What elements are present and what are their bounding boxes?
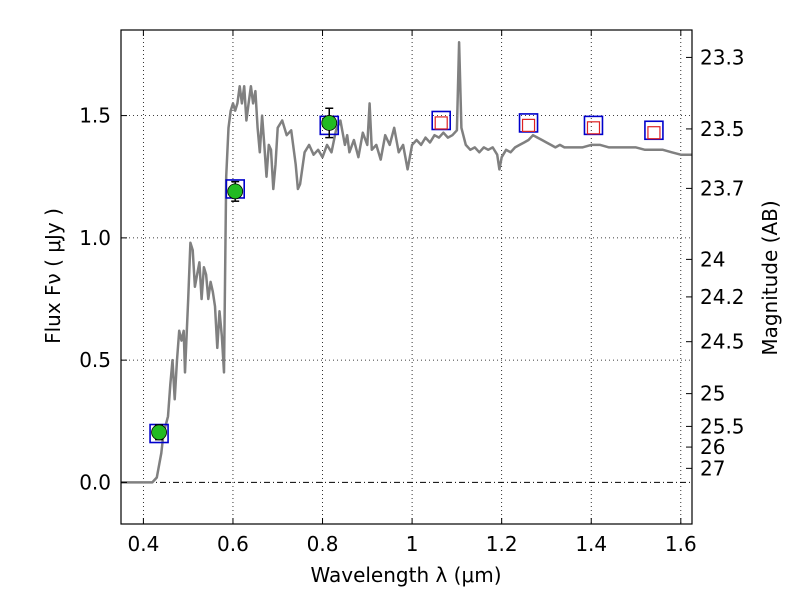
magnitude-tick-label: 24.2 bbox=[700, 285, 745, 309]
upper-limit-point bbox=[647, 126, 661, 140]
observed-photometry-point bbox=[151, 424, 167, 441]
y-tick-label: 0.0 bbox=[79, 470, 111, 494]
plot-frame bbox=[120, 29, 693, 525]
photometry-markers bbox=[149, 107, 664, 444]
x-tick-label: 1.4 bbox=[575, 532, 607, 556]
magnitude-tick-label: 23.3 bbox=[700, 45, 745, 69]
upper-limit-point bbox=[586, 121, 601, 135]
magnitude-tick-label: 25.5 bbox=[700, 414, 745, 438]
observed-photometry-point bbox=[227, 183, 244, 200]
magnitude-tick-label: 27 bbox=[700, 456, 725, 480]
x-axis-label: Wavelength λ (μm) bbox=[310, 563, 501, 587]
upper-limit-point bbox=[434, 116, 448, 130]
x-tick-label: 0.6 bbox=[217, 532, 249, 556]
tick-labels: 0.4 0.6 0.8 1 1.2 1.4 1.6 0.0 0.5 1.0 1.5 23.3 23.5 2… bbox=[79, 45, 744, 556]
observed-photometry-point bbox=[321, 115, 338, 131]
x-tick-label: 0.4 bbox=[127, 532, 159, 556]
magnitude-tick-label: 24.5 bbox=[700, 330, 745, 354]
axis-ticks bbox=[121, 30, 692, 524]
magnitude-tick-label: 24 bbox=[700, 247, 725, 271]
x-tick-label: 1.6 bbox=[665, 532, 697, 556]
x-tick-label: 0.8 bbox=[307, 532, 339, 556]
magnitude-tick-label: 26 bbox=[700, 435, 725, 459]
magnitude-tick-label: 23.7 bbox=[700, 176, 745, 200]
magnitude-tick-label: 25 bbox=[700, 382, 725, 406]
y-tick-label: 0.5 bbox=[79, 348, 111, 372]
right-axis-label: Magnitude (AB) bbox=[758, 200, 782, 355]
y-tick-label: 1.5 bbox=[79, 104, 111, 128]
y-axis-label: Flux Fν ( μJy ) bbox=[41, 208, 65, 344]
upper-limit-point bbox=[521, 118, 536, 132]
y-tick-label: 1.0 bbox=[79, 226, 111, 250]
x-tick-label: 1.2 bbox=[486, 532, 518, 556]
x-tick-label: 1 bbox=[406, 532, 419, 556]
magnitude-tick-label: 23.5 bbox=[700, 117, 745, 141]
